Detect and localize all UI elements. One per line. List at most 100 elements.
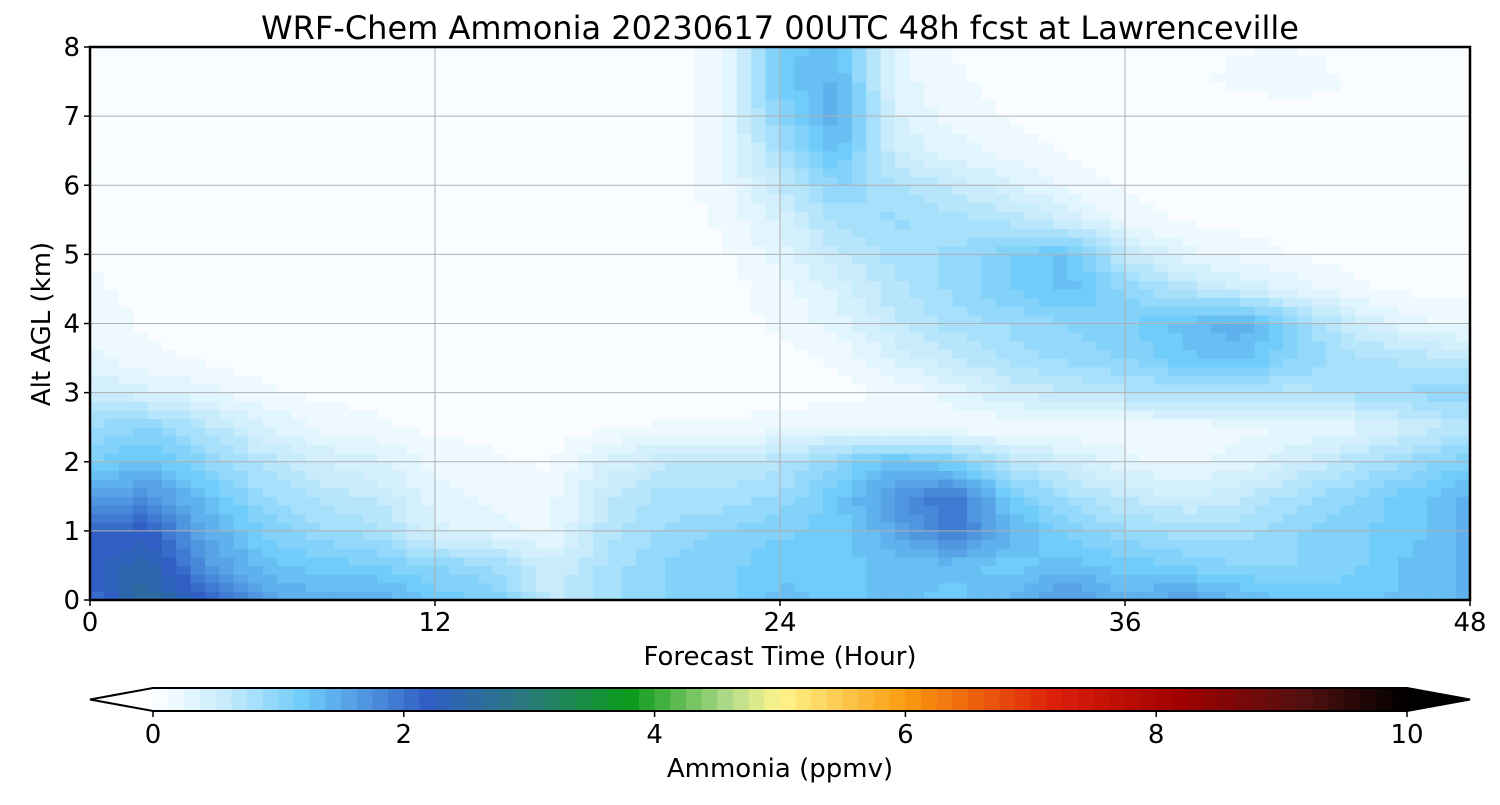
heatmap-cell bbox=[1355, 366, 1370, 376]
heatmap-cell bbox=[593, 306, 609, 316]
heatmap-cell bbox=[1125, 306, 1140, 316]
heatmap-cell bbox=[966, 418, 982, 428]
heatmap-cell bbox=[1426, 340, 1442, 351]
heatmap-cell bbox=[823, 366, 839, 376]
heatmap-cell bbox=[1168, 349, 1184, 359]
heatmap-cell bbox=[578, 349, 594, 359]
heatmap-cell bbox=[679, 349, 695, 359]
heatmap-cell bbox=[205, 591, 220, 600]
heatmap-cell bbox=[133, 479, 149, 489]
heatmap-cell bbox=[90, 185, 105, 195]
heatmap-cell bbox=[1125, 565, 1140, 575]
heatmap-cell bbox=[104, 418, 120, 428]
heatmap-cell bbox=[248, 409, 264, 420]
heatmap-cell bbox=[751, 504, 767, 515]
heatmap-cell bbox=[550, 582, 565, 592]
heatmap-cell bbox=[233, 435, 249, 446]
heatmap-cell bbox=[665, 228, 680, 238]
heatmap-cell bbox=[176, 453, 192, 463]
heatmap-cell bbox=[765, 582, 781, 592]
heatmap-cell bbox=[348, 513, 364, 523]
heatmap-cell bbox=[823, 444, 839, 454]
heatmap-cell bbox=[420, 288, 436, 299]
heatmap-cell bbox=[219, 375, 235, 385]
heatmap-cell bbox=[607, 159, 623, 169]
heatmap-cell bbox=[966, 349, 982, 359]
heatmap-cell bbox=[564, 263, 580, 273]
heatmap-cell bbox=[262, 375, 278, 385]
heatmap-cell bbox=[377, 496, 393, 506]
heatmap-cell bbox=[736, 453, 752, 463]
heatmap-cell bbox=[320, 375, 335, 385]
heatmap-cell bbox=[1153, 280, 1169, 290]
heatmap-cell bbox=[262, 461, 278, 471]
heatmap-cell bbox=[262, 288, 278, 299]
heatmap-cell bbox=[1168, 306, 1184, 316]
heatmap-cell bbox=[780, 193, 795, 204]
heatmap-cell bbox=[693, 461, 709, 471]
heatmap-cell bbox=[161, 392, 177, 402]
heatmap-cell bbox=[995, 228, 1011, 238]
heatmap-cell bbox=[1426, 418, 1442, 428]
heatmap-cell bbox=[995, 453, 1011, 463]
heatmap-cell bbox=[406, 530, 422, 541]
heatmap-cell bbox=[1340, 150, 1356, 160]
heatmap-cell bbox=[851, 306, 867, 316]
heatmap-cell bbox=[334, 167, 350, 178]
heatmap-cell bbox=[1067, 288, 1083, 299]
heatmap-cell bbox=[736, 375, 752, 385]
heatmap-cell bbox=[823, 461, 839, 471]
heatmap-cell bbox=[1398, 444, 1414, 454]
heatmap-cell bbox=[1455, 418, 1470, 428]
heatmap-cell bbox=[406, 185, 422, 195]
heatmap-cell bbox=[334, 237, 350, 247]
heatmap-cell bbox=[1326, 513, 1342, 523]
heatmap-cell bbox=[693, 306, 709, 316]
heatmap-cell bbox=[521, 522, 537, 532]
heatmap-cell bbox=[1297, 271, 1313, 281]
heatmap-cell bbox=[952, 409, 968, 420]
heatmap-cell bbox=[693, 280, 709, 290]
heatmap-cell bbox=[564, 306, 580, 316]
heatmap-cell bbox=[823, 323, 839, 333]
heatmap-cell bbox=[895, 565, 910, 575]
heatmap-cell bbox=[535, 513, 551, 523]
heatmap-cell bbox=[1369, 582, 1385, 592]
heatmap-cell bbox=[981, 383, 997, 394]
heatmap-cell bbox=[521, 565, 537, 575]
heatmap-cell bbox=[506, 461, 522, 471]
heatmap-cell bbox=[535, 574, 551, 584]
heatmap-cell bbox=[377, 556, 393, 567]
heatmap-cell bbox=[578, 496, 594, 506]
heatmap-cell bbox=[219, 409, 235, 420]
heatmap-cell bbox=[320, 487, 335, 497]
heatmap-cell bbox=[506, 340, 522, 351]
heatmap-cell bbox=[1383, 245, 1399, 255]
heatmap-cell bbox=[1196, 383, 1212, 394]
heatmap-cell bbox=[147, 522, 163, 532]
heatmap-cell bbox=[679, 401, 695, 411]
heatmap-cell bbox=[506, 366, 522, 376]
heatmap-cell bbox=[995, 513, 1011, 523]
heatmap-cell bbox=[593, 513, 609, 523]
heatmap-cell bbox=[291, 219, 307, 230]
heatmap-cell bbox=[808, 574, 824, 584]
heatmap-cell bbox=[1010, 237, 1025, 247]
heatmap-cell bbox=[377, 591, 393, 600]
heatmap-cell bbox=[1268, 167, 1284, 178]
heatmap-cell bbox=[665, 323, 680, 333]
heatmap-cell bbox=[1297, 582, 1313, 592]
heatmap-cell bbox=[621, 522, 637, 532]
heatmap-cell bbox=[1125, 280, 1140, 290]
heatmap-cell bbox=[636, 435, 652, 446]
heatmap-cell bbox=[291, 453, 307, 463]
heatmap-cell bbox=[176, 522, 192, 532]
heatmap-cell bbox=[133, 418, 149, 428]
heatmap-cell bbox=[1110, 530, 1126, 541]
heatmap-cell bbox=[880, 167, 896, 178]
heatmap-cell bbox=[521, 591, 537, 600]
heatmap-cell bbox=[1067, 245, 1083, 255]
heatmap-cell bbox=[966, 548, 982, 558]
heatmap-cell bbox=[248, 288, 264, 299]
heatmap-cell bbox=[952, 504, 968, 515]
